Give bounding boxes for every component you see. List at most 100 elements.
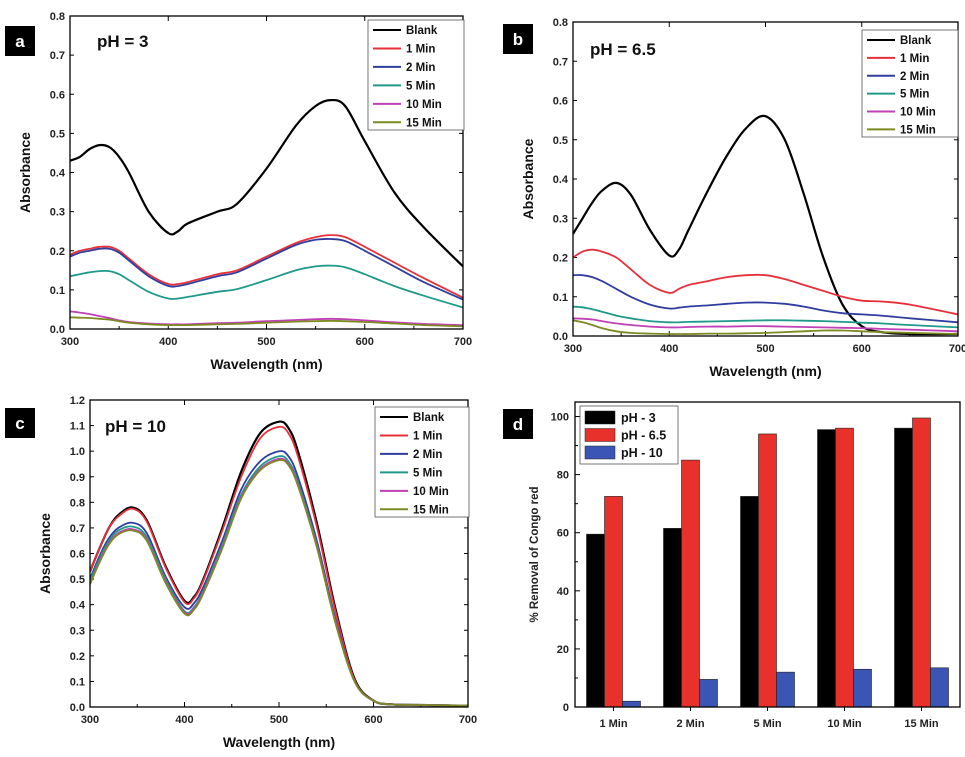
y-tick-label: 0.0 bbox=[70, 702, 85, 714]
y-tick-label: 0.6 bbox=[50, 89, 65, 101]
y-tick-label: 0.8 bbox=[70, 497, 85, 509]
y-tick-label: 0.9 bbox=[70, 472, 85, 484]
bar-ph-3-1-min bbox=[586, 533, 605, 708]
y-tick-label: 0.3 bbox=[553, 213, 568, 225]
x-tick-label: 700 bbox=[459, 714, 477, 726]
legend-label: Blank bbox=[900, 35, 932, 47]
x-tick-label: 600 bbox=[364, 714, 382, 726]
series-line-1-min bbox=[573, 248, 958, 316]
bar-ph-10-10-min bbox=[853, 668, 872, 708]
y-tick-label: 0.7 bbox=[553, 56, 568, 68]
plot-frame bbox=[572, 21, 959, 337]
bar-ph-3-2-min bbox=[663, 528, 682, 708]
x-tick-label: 300 bbox=[81, 714, 99, 726]
legend-label: 15 Min bbox=[413, 504, 449, 516]
x-axis-label: Wavelength (nm) bbox=[210, 356, 322, 372]
y-tick-label: 0.3 bbox=[50, 207, 65, 219]
y-tick-label: 1.1 bbox=[70, 421, 85, 433]
y-axis-label: Absorbance bbox=[520, 138, 536, 219]
legend-label: pH - 10 bbox=[621, 446, 663, 460]
legend-swatch bbox=[584, 410, 616, 425]
x-tick-label: 600 bbox=[356, 336, 374, 348]
y-tick-label: 0.7 bbox=[50, 50, 65, 62]
legend-swatch bbox=[584, 428, 616, 442]
bar-ph-10-1-min bbox=[622, 700, 641, 708]
series-line-2-min bbox=[70, 238, 463, 301]
x-tick-label: 500 bbox=[756, 343, 774, 355]
bar-ph-3-5-min bbox=[740, 496, 759, 708]
bar-ph-3-10-min bbox=[817, 429, 836, 708]
panel-badge-label: c bbox=[15, 414, 24, 433]
legend-label: 15 Min bbox=[406, 117, 442, 129]
y-tick-label: 1.2 bbox=[70, 395, 85, 407]
y-tick-label: 0.5 bbox=[553, 135, 568, 147]
panel-badge bbox=[5, 26, 35, 56]
legend-label: 10 Min bbox=[406, 99, 442, 111]
legend-label: 1 Min bbox=[413, 430, 442, 442]
panel-d: 0 20 40 60 80 100 1 Min 2 Min 5 Min 10 Min 15 Min%… bbox=[503, 401, 961, 730]
y-tick-label: 0.8 bbox=[553, 17, 568, 29]
y-tick-label: 0.2 bbox=[553, 253, 568, 265]
y-tick-label: 0.0 bbox=[50, 324, 65, 336]
bar-ph-3-15-min bbox=[894, 427, 913, 708]
series-line-10-min bbox=[573, 317, 958, 333]
y-axis-label: Absorbance bbox=[17, 132, 33, 213]
legend-box bbox=[367, 19, 465, 131]
legend-label: 15 Min bbox=[900, 124, 936, 136]
y-tick-label: 0.5 bbox=[50, 128, 65, 140]
y-tick-label: 20 bbox=[557, 644, 569, 656]
legend-swatch bbox=[584, 445, 616, 460]
y-tick-label: 80 bbox=[557, 470, 569, 482]
x-axis-label: Wavelength (nm) bbox=[223, 734, 335, 750]
y-tick-label: 0.6 bbox=[553, 96, 568, 108]
series-line-15-min bbox=[90, 459, 468, 707]
y-tick-label: 0.4 bbox=[70, 600, 86, 612]
x-tick-label: 2 Min bbox=[676, 718, 704, 730]
legend-box bbox=[861, 29, 959, 138]
bar-ph-10-15-min bbox=[930, 667, 949, 708]
bar-ph-6-5-5-min bbox=[758, 433, 777, 708]
x-tick-label: 500 bbox=[257, 336, 275, 348]
ph-annotation: pH = 10 bbox=[105, 417, 166, 436]
panel-badge bbox=[503, 409, 533, 439]
y-tick-label: 0.7 bbox=[70, 523, 85, 535]
x-tick-label: 600 bbox=[853, 343, 871, 355]
y-tick-label: 0.6 bbox=[70, 549, 85, 561]
series-line-10-min bbox=[70, 310, 463, 326]
y-tick-label: 0.1 bbox=[553, 292, 568, 304]
legend-label: pH - 6.5 bbox=[621, 429, 666, 443]
y-tick-label: 0.5 bbox=[70, 574, 85, 586]
ph-annotation: pH = 6.5 bbox=[590, 40, 656, 59]
y-tick-label: 60 bbox=[557, 528, 569, 540]
x-tick-label: 500 bbox=[270, 714, 288, 726]
y-axis-label: Absorbance bbox=[37, 513, 53, 594]
legend-label: 10 Min bbox=[900, 107, 936, 119]
legend-label: 1 Min bbox=[900, 53, 929, 65]
bar-ph-6-5-15-min bbox=[912, 417, 931, 708]
panel-a: 0.0 0.1 0.2 0.3 0.4 0.5 0.6 0.7 0.8 300 400 500 600 7… bbox=[5, 11, 472, 372]
x-tick-label: 15 Min bbox=[904, 718, 939, 730]
y-axis-label: % Removal of Congo red bbox=[529, 486, 541, 622]
plot-frame bbox=[574, 401, 961, 708]
x-tick-label: 700 bbox=[949, 343, 965, 355]
panel-badge-label: d bbox=[513, 415, 523, 434]
y-tick-label: 0.2 bbox=[50, 246, 65, 258]
bar-ph-6-5-10-min bbox=[835, 427, 854, 708]
legend-label: 2 Min bbox=[900, 71, 929, 83]
bar-ph-10-5-min bbox=[776, 671, 795, 708]
series-line-1-min bbox=[70, 234, 463, 299]
series-line-5-min bbox=[70, 264, 463, 309]
y-tick-label: 0.2 bbox=[70, 651, 85, 663]
y-tick-label: 0.4 bbox=[553, 174, 569, 186]
y-tick-label: 0 bbox=[563, 702, 569, 714]
y-tick-label: 0.0 bbox=[553, 331, 568, 343]
y-tick-label: 1.0 bbox=[70, 446, 85, 458]
bar-ph-6-5-2-min bbox=[681, 459, 700, 708]
legend-label: 5 Min bbox=[406, 80, 435, 92]
panel-badge bbox=[503, 24, 533, 54]
legend-label: Blank bbox=[413, 412, 445, 424]
plot-frame bbox=[89, 399, 469, 708]
y-tick-label: 100 bbox=[551, 412, 569, 424]
legend-label: 5 Min bbox=[413, 467, 442, 479]
